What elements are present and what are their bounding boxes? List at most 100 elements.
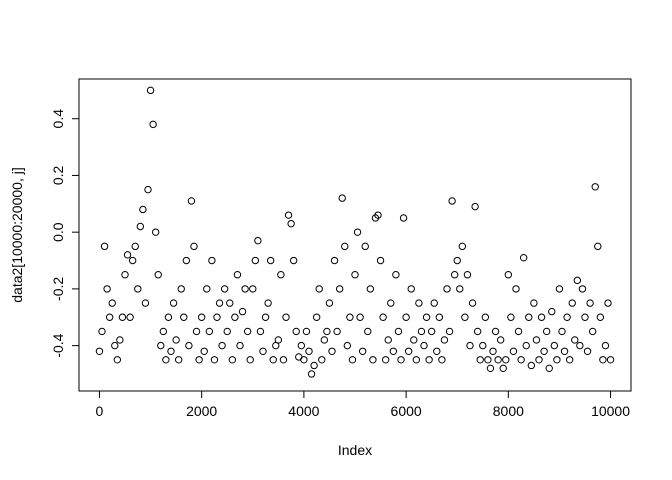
point xyxy=(249,285,257,293)
point xyxy=(537,313,546,321)
point xyxy=(576,341,584,350)
point xyxy=(606,356,615,364)
y-tick-label: 0.0 xyxy=(50,222,66,242)
point xyxy=(136,222,145,231)
point xyxy=(463,271,472,279)
point xyxy=(131,242,139,251)
point xyxy=(111,341,119,350)
point xyxy=(146,86,155,95)
point xyxy=(433,347,441,355)
point xyxy=(139,205,147,214)
point xyxy=(338,194,346,202)
point xyxy=(144,185,152,194)
point xyxy=(335,285,344,293)
point xyxy=(427,327,436,336)
point xyxy=(246,356,254,364)
point xyxy=(241,285,249,293)
point xyxy=(594,242,602,251)
point xyxy=(366,285,375,293)
point xyxy=(369,356,377,364)
point xyxy=(287,219,295,228)
point xyxy=(484,356,492,364)
point xyxy=(233,271,242,279)
point xyxy=(519,253,528,262)
point xyxy=(496,336,505,344)
point xyxy=(113,356,122,364)
point xyxy=(118,313,127,321)
point xyxy=(302,327,311,336)
x-tick-label: 8000 xyxy=(493,403,524,419)
point xyxy=(374,211,382,219)
point xyxy=(583,347,592,355)
point xyxy=(412,356,421,364)
point xyxy=(269,356,277,364)
x-tick-label: 10000 xyxy=(591,403,630,419)
point xyxy=(466,341,474,350)
point xyxy=(190,242,198,251)
point xyxy=(346,313,354,321)
point xyxy=(141,299,150,307)
point xyxy=(479,341,487,350)
point xyxy=(392,271,400,279)
point xyxy=(208,256,216,265)
point xyxy=(599,356,607,364)
point xyxy=(486,364,495,373)
point xyxy=(159,327,168,336)
point xyxy=(149,120,157,129)
point xyxy=(461,313,469,321)
point xyxy=(548,307,556,316)
point xyxy=(527,361,536,370)
point xyxy=(310,361,318,370)
point xyxy=(410,336,418,344)
point xyxy=(238,307,247,316)
point xyxy=(343,341,352,350)
point xyxy=(134,285,142,293)
point xyxy=(167,347,175,355)
point xyxy=(473,327,482,336)
point xyxy=(532,336,541,344)
point xyxy=(164,313,173,321)
y-tick-label: -0.2 xyxy=(50,277,66,301)
point xyxy=(489,347,497,355)
point xyxy=(588,327,597,336)
point xyxy=(404,347,413,355)
point xyxy=(445,327,454,336)
point xyxy=(407,285,415,293)
point xyxy=(571,336,579,344)
point xyxy=(318,356,326,364)
point xyxy=(236,341,244,350)
point xyxy=(300,356,308,364)
point xyxy=(422,313,431,321)
point xyxy=(98,327,106,336)
point xyxy=(305,347,313,355)
point xyxy=(172,336,180,344)
y-tick-label: -0.4 xyxy=(50,333,66,357)
point xyxy=(215,299,224,307)
point xyxy=(438,356,446,364)
point xyxy=(292,327,300,336)
point xyxy=(364,327,372,336)
point xyxy=(458,242,467,251)
point xyxy=(397,356,405,364)
y-axis-title: data2[10000:20000, j] xyxy=(9,167,25,302)
point xyxy=(530,299,538,307)
point xyxy=(108,299,116,307)
point xyxy=(126,313,134,321)
point xyxy=(197,313,206,321)
point xyxy=(471,202,479,211)
point xyxy=(387,299,395,307)
point xyxy=(581,313,589,321)
point xyxy=(389,347,398,355)
point xyxy=(394,327,403,336)
point xyxy=(542,327,551,336)
point xyxy=(279,356,288,364)
point xyxy=(333,327,341,336)
point xyxy=(182,256,191,265)
point xyxy=(456,285,464,293)
point xyxy=(243,327,252,336)
point xyxy=(440,336,449,344)
point xyxy=(200,347,208,355)
point xyxy=(509,347,518,355)
